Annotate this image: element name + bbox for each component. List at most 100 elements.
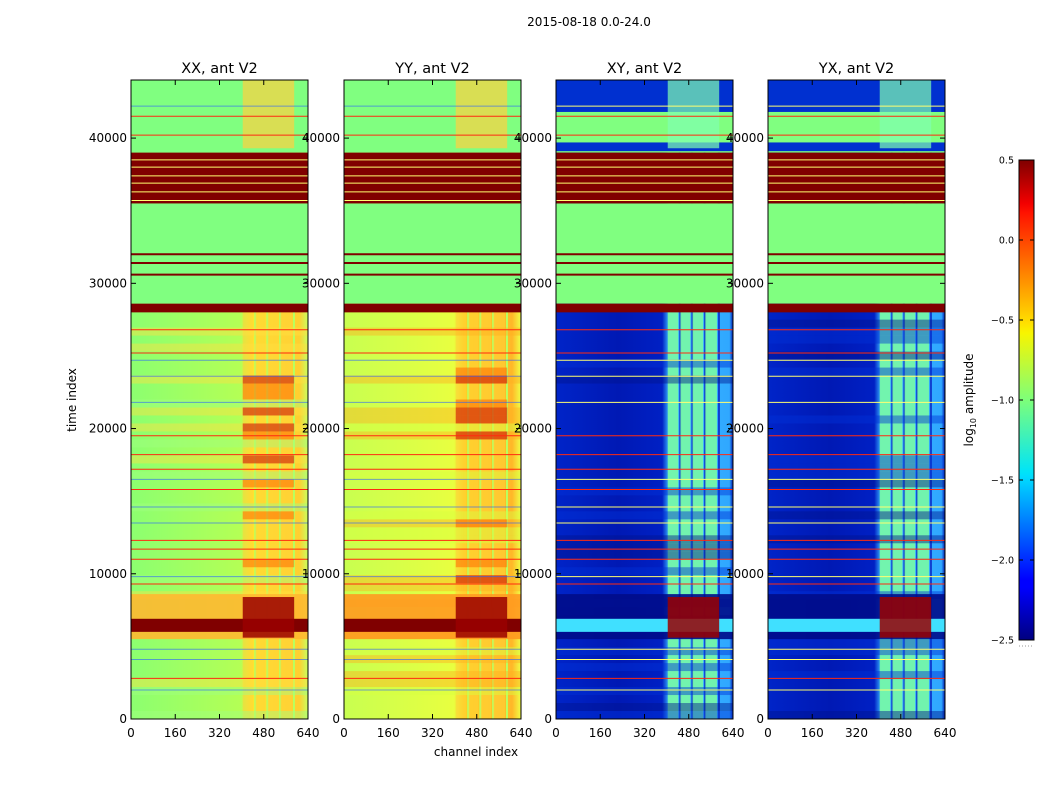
- y-tick-label: 40000: [89, 131, 127, 145]
- row-texture: [768, 479, 945, 488]
- figure-title: 2015-08-18 0.0-24.0: [527, 15, 651, 29]
- row-hotspot: [455, 575, 508, 584]
- row-texture: [344, 471, 521, 480]
- row-hotspot: [455, 559, 508, 568]
- x-tick-label: 320: [208, 726, 231, 740]
- y-tick-label: 20000: [726, 422, 764, 436]
- row-texture: [344, 671, 521, 680]
- row-texture: [131, 439, 308, 448]
- panel-xy: XY, ant V2 0 160 320 480 640 0 10000 20000 30000 4…: [514, 61, 745, 740]
- row-hotspot: [242, 511, 295, 520]
- x-tick-label: 640: [297, 726, 320, 740]
- channel-stripe: [892, 80, 903, 719]
- row-hotspot: [242, 479, 295, 488]
- row-texture: [556, 647, 733, 656]
- row-texture: [131, 399, 308, 408]
- saturated-band: [768, 303, 945, 313]
- panel-title: XY, ant V2: [607, 61, 683, 77]
- rfi-hot-channels: [879, 597, 932, 638]
- row-hotspot: [455, 367, 508, 376]
- saturated-band: [344, 303, 521, 313]
- row-texture: [344, 687, 521, 696]
- row-texture: [768, 639, 945, 648]
- y-tick-label: 20000: [302, 422, 340, 436]
- x-tick-label: 480: [465, 726, 488, 740]
- row-texture: [131, 471, 308, 480]
- row-hotspot: [242, 455, 295, 464]
- colorbar-tick-label: −1.0: [991, 396, 1014, 407]
- row-texture: [768, 535, 945, 544]
- saturated-band: [131, 152, 308, 204]
- x-tick-label: 160: [801, 726, 824, 740]
- panel-yx: YX, ant V2 0 160 320 480 640 0 10000 20000 30000 4…: [726, 61, 957, 740]
- y-tick-label: 0: [544, 712, 552, 726]
- top-channel-data: [242, 80, 295, 149]
- row-texture: [131, 375, 308, 384]
- row-texture: [556, 703, 733, 712]
- x-tick-label: 320: [633, 726, 656, 740]
- panel-title: YX, ant V2: [818, 61, 895, 77]
- colorbar-label: log10 amplitude: [962, 354, 978, 447]
- row-hotspot: [242, 407, 295, 416]
- colorbar-tick-label: −1.5: [991, 476, 1014, 487]
- row-texture: [131, 679, 308, 688]
- channel-stripe: [705, 80, 717, 719]
- y-tick-label: 40000: [514, 131, 552, 145]
- y-tick-label: 30000: [89, 276, 127, 290]
- channel-stripe: [680, 80, 691, 719]
- row-texture: [556, 551, 733, 560]
- row-hotspot: [242, 559, 295, 568]
- x-tick-label: 0: [764, 726, 772, 740]
- x-tick-label: 0: [340, 726, 348, 740]
- row-texture: [344, 527, 521, 536]
- y-tick-label: 0: [332, 712, 340, 726]
- row-texture: [768, 647, 945, 656]
- top-data-strip: [768, 142, 945, 152]
- colorbar-tick-label: −2.5: [991, 636, 1014, 647]
- row-texture: [344, 575, 521, 584]
- saturated-band: [556, 303, 733, 313]
- row-texture: [344, 535, 521, 544]
- row-hotspot: [242, 391, 295, 400]
- row-texture: [344, 375, 521, 384]
- top-channel-data: [879, 80, 932, 149]
- x-tick-label: 480: [252, 726, 275, 740]
- row-texture: [131, 407, 308, 416]
- channel-stripe: [917, 80, 929, 719]
- row-texture: [768, 511, 945, 520]
- y-tick-label: 20000: [89, 422, 127, 436]
- y-tick-label: 10000: [302, 567, 340, 581]
- row-texture: [768, 463, 945, 472]
- row-texture: [556, 487, 733, 496]
- saturated-band: [768, 152, 945, 204]
- x-tick-label: 160: [377, 726, 400, 740]
- row-texture: [131, 575, 308, 584]
- y-tick-label: 20000: [514, 422, 552, 436]
- row-texture: [768, 455, 945, 464]
- panel-image: [131, 80, 308, 719]
- x-tick-label: 480: [677, 726, 700, 740]
- x-tick-label: 640: [934, 726, 957, 740]
- y-tick-label: 10000: [726, 567, 764, 581]
- row-texture: [344, 415, 521, 424]
- row-texture: [556, 543, 733, 552]
- row-texture: [344, 327, 521, 336]
- row-texture: [131, 455, 308, 464]
- row-hotspot: [455, 407, 508, 416]
- x-tick-label: 640: [510, 726, 533, 740]
- colorbar-tick-label: 0.5: [999, 156, 1014, 167]
- row-texture: [768, 351, 945, 360]
- row-texture: [131, 687, 308, 696]
- x-tick-label: 480: [889, 726, 912, 740]
- channel-stripe: [904, 80, 916, 719]
- panel-image: [556, 80, 733, 719]
- x-axis-label: channel index: [434, 745, 518, 759]
- channel-stripe: [692, 80, 704, 719]
- y-tick-label: 0: [119, 712, 127, 726]
- panel-image: [344, 80, 521, 719]
- y-tick-label: 30000: [514, 276, 552, 290]
- x-tick-label: 640: [722, 726, 745, 740]
- colorbar-tick-label: 0.0: [999, 236, 1014, 247]
- panel-image: [768, 80, 945, 719]
